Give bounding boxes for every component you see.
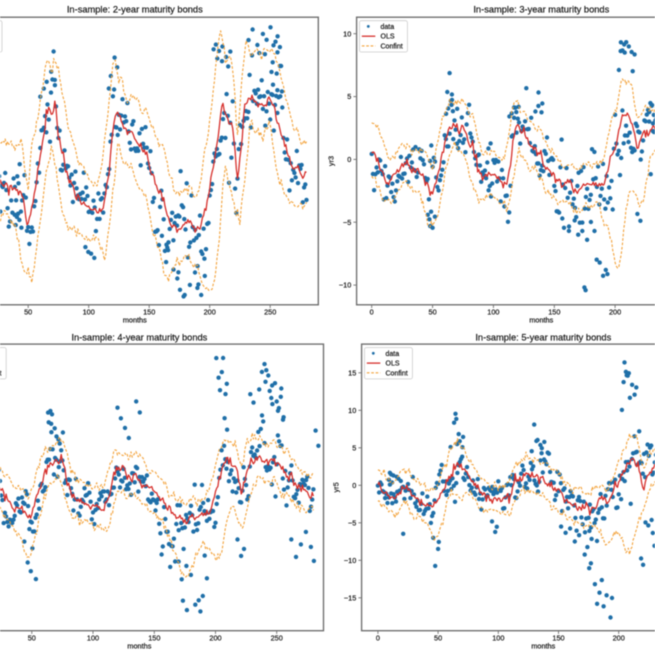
svg-text:0: 0: [370, 308, 374, 317]
svg-text:5: 5: [352, 443, 356, 452]
svg-text:200: 200: [204, 308, 216, 317]
svg-text:15: 15: [348, 368, 356, 377]
svg-text:Confint: Confint: [0, 370, 2, 377]
svg-text:Confint: Confint: [386, 370, 408, 377]
svg-text:yr5: yr5: [331, 482, 340, 492]
svg-text:OLS: OLS: [381, 34, 395, 41]
svg-text:OLS: OLS: [386, 361, 400, 368]
svg-text:In-sample: 5-year maturity bon: In-sample: 5-year maturity bonds: [475, 333, 611, 343]
svg-text:5: 5: [347, 92, 351, 101]
svg-text:months: months: [127, 642, 151, 651]
svg-text:−15: −15: [344, 593, 356, 602]
svg-text:200: 200: [609, 308, 621, 317]
svg-text:100: 100: [487, 308, 499, 317]
svg-text:250: 250: [264, 308, 276, 317]
svg-text:150: 150: [148, 634, 160, 643]
svg-text:months: months: [529, 316, 553, 325]
svg-text:150: 150: [552, 634, 564, 643]
svg-text:In-sample: 3-year maturity bon: In-sample: 3-year maturity bonds: [473, 4, 609, 14]
svg-text:50: 50: [434, 634, 442, 643]
svg-text:10: 10: [348, 406, 356, 415]
svg-text:yr3: yr3: [326, 156, 335, 166]
svg-text:0: 0: [352, 481, 356, 490]
svg-text:200: 200: [209, 634, 221, 643]
svg-text:0: 0: [347, 155, 351, 164]
svg-text:100: 100: [87, 634, 99, 643]
svg-text:200: 200: [613, 634, 625, 643]
svg-text:months: months: [123, 316, 147, 325]
svg-text:50: 50: [429, 308, 437, 317]
svg-text:−10: −10: [339, 281, 351, 290]
svg-text:data: data: [386, 351, 400, 358]
svg-text:150: 150: [548, 308, 560, 317]
svg-text:0: 0: [376, 634, 380, 643]
svg-text:In-sample: 2-year maturity bon: In-sample: 2-year maturity bonds: [67, 4, 203, 14]
svg-text:100: 100: [83, 308, 95, 317]
svg-text:100: 100: [492, 634, 504, 643]
svg-text:150: 150: [143, 308, 155, 317]
svg-text:−5: −5: [348, 518, 356, 527]
svg-text:months: months: [531, 642, 555, 651]
svg-text:In-sample: 4-year maturity bon: In-sample: 4-year maturity bonds: [71, 333, 207, 343]
svg-text:−5: −5: [343, 218, 351, 227]
svg-text:250: 250: [271, 634, 283, 643]
svg-text:50: 50: [24, 308, 32, 317]
svg-text:10: 10: [343, 29, 351, 38]
svg-text:−10: −10: [344, 556, 356, 565]
svg-text:50: 50: [28, 634, 36, 643]
svg-text:data: data: [381, 24, 395, 31]
svg-text:Confint: Confint: [381, 43, 403, 50]
